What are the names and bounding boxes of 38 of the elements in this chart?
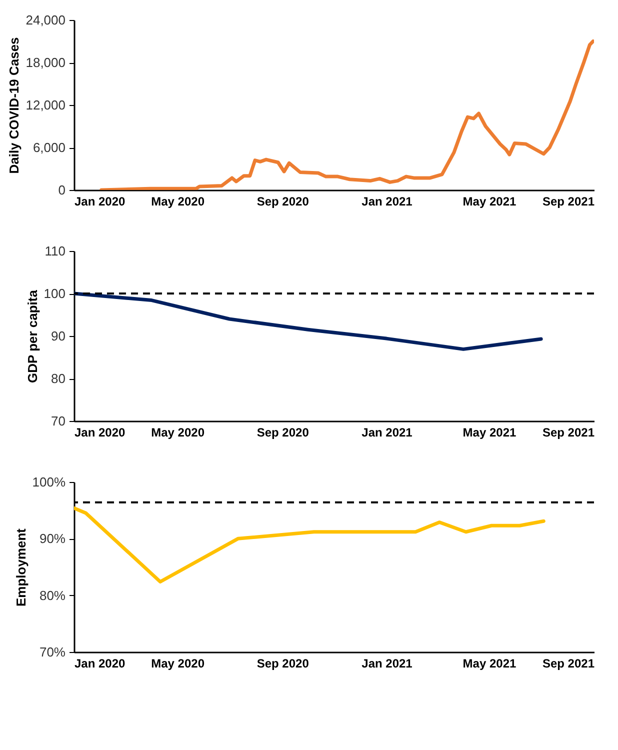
y-axis-title: Daily COVID-19 Cases xyxy=(6,37,22,174)
x-tick-label: Jan 2021 xyxy=(362,194,413,208)
x-tick-label: May 2020 xyxy=(151,194,205,208)
y-tick-label: 0 xyxy=(58,182,66,198)
x-tick-label: Sep 2020 xyxy=(256,656,310,670)
y-tick-label: 80% xyxy=(39,588,66,603)
x-tick-label: May 2020 xyxy=(151,426,205,440)
x-tick-label: Sep 2020 xyxy=(256,426,310,440)
line-series xyxy=(74,506,546,584)
x-tick-label: Sep 2021 xyxy=(542,194,595,208)
y-tick-label: 6,000 xyxy=(32,140,66,155)
y-axis-title: GDP per capita xyxy=(24,289,40,383)
y-tick-label: 100% xyxy=(32,474,66,490)
line-series xyxy=(100,40,594,190)
x-tick-label: May 2021 xyxy=(462,194,516,208)
x-tick-label: May 2020 xyxy=(151,656,205,670)
x-tick-label: Jan 2020 xyxy=(74,194,126,208)
y-tick-label: 18,000 xyxy=(26,55,66,70)
x-tick-label: Sep 2021 xyxy=(542,426,595,440)
y-tick-label: 90% xyxy=(39,531,66,546)
y-tick-label: 110 xyxy=(44,244,66,258)
x-tick-label: Jan 2020 xyxy=(74,656,126,670)
x-tick-label: May 2021 xyxy=(462,656,516,670)
y-tick-label: 70% xyxy=(39,644,66,660)
x-tick-label: May 2021 xyxy=(462,426,516,440)
y-tick-label: 24,000 xyxy=(26,12,66,28)
y-axis-title: Employment xyxy=(13,528,28,607)
x-tick-label: Sep 2021 xyxy=(542,656,595,670)
line-series xyxy=(74,292,543,351)
y-tick-label: 90 xyxy=(51,328,66,344)
y-tick-label: 100 xyxy=(44,286,66,301)
y-tick-label: 80 xyxy=(51,371,66,386)
x-tick-label: Sep 2020 xyxy=(256,194,310,208)
x-tick-label: Jan 2020 xyxy=(74,426,126,440)
x-tick-label: Jan 2021 xyxy=(362,426,413,440)
x-tick-label: Jan 2021 xyxy=(362,656,413,670)
y-tick-label: 12,000 xyxy=(26,98,66,112)
y-tick-label: 70 xyxy=(51,414,66,428)
